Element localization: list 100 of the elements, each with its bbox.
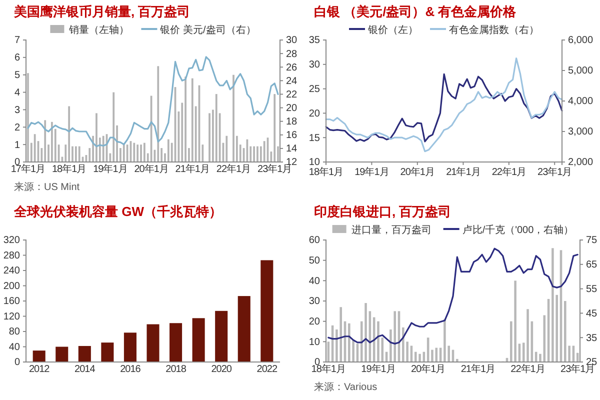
line-series <box>27 56 279 148</box>
y-tick-label: 1 <box>14 140 20 151</box>
bar <box>260 260 274 362</box>
y2-tick-label: 16 <box>286 130 298 142</box>
bar <box>435 348 438 362</box>
y2-tick-label: 2,000 <box>568 157 594 168</box>
x-tick-label: 2016 <box>120 364 142 376</box>
y2-tick-label: 3,000 <box>568 126 594 138</box>
y2-tick-label: 24 <box>286 76 298 87</box>
legend-label: 卢比/千克（'000，右轴） <box>462 224 574 236</box>
bar <box>238 296 250 362</box>
y-tick-label: 60 <box>308 235 320 246</box>
y2-tick-label: 22 <box>286 89 298 100</box>
bar <box>377 321 380 362</box>
y-tick-label: 160 <box>3 296 20 308</box>
chart-title: 美国鹰洋银币月销量, 百万盎司 <box>13 4 190 19</box>
x-tick-label: 2018 <box>166 364 187 376</box>
bar <box>564 301 566 362</box>
bar <box>170 323 182 362</box>
bar <box>78 346 91 362</box>
x-tick-label: 21年1月 <box>446 166 480 178</box>
x-tick-label: 2014 <box>74 364 96 376</box>
y2-tick-label: 6,000 <box>568 35 594 46</box>
y2-tick-label: 65 <box>586 260 598 271</box>
y2-tick-label: 28 <box>286 48 298 60</box>
x-tick-label: 20年1月 <box>134 163 168 176</box>
y-tick-label: 10 <box>308 336 320 348</box>
y-tick-label: 3 <box>14 104 20 116</box>
bar <box>394 311 396 362</box>
x-tick-label: 2020 <box>211 364 232 376</box>
bar <box>56 346 68 362</box>
x-tick-label: 21年1月 <box>460 363 496 376</box>
line-series <box>328 248 578 344</box>
bar <box>124 332 136 362</box>
x-tick-label: 18年1月 <box>308 166 344 178</box>
y-tick-label: 0 <box>14 357 20 368</box>
y2-tick-label: 5,000 <box>568 66 594 77</box>
bar <box>101 342 114 362</box>
legend-label: 销量（左轴） <box>68 24 130 36</box>
y-tick-label: 40 <box>8 342 20 353</box>
bar <box>402 327 404 362</box>
x-tick-label: 2012 <box>28 364 50 376</box>
bar <box>364 303 367 362</box>
y-tick-label: 200 <box>3 280 20 292</box>
y2-tick-label: 35 <box>586 332 598 344</box>
y-tick-label: 120 <box>3 311 20 322</box>
y-tick-label: 10 <box>308 157 320 168</box>
bar <box>146 324 160 362</box>
bar <box>192 318 205 362</box>
x-tick-label: 19年1月 <box>354 166 389 178</box>
y-tick-label: 25 <box>308 84 320 95</box>
y2-tick-label: 4,000 <box>568 96 594 108</box>
bar <box>327 342 330 362</box>
bar <box>348 323 350 362</box>
x-tick-label: 22年1月 <box>216 163 251 176</box>
y-tick-label: 15 <box>308 132 320 144</box>
y-tick-label: 2 <box>14 122 20 134</box>
y-tick-label: 6 <box>14 52 20 64</box>
y-tick-label: 7 <box>14 35 20 46</box>
y-tick-label: 80 <box>8 326 20 338</box>
x-tick-label: 2022 <box>256 364 278 376</box>
chart-title: 印度白银进口, 百万盎司 <box>314 204 452 219</box>
y2-tick-label: 75 <box>586 235 598 246</box>
y-tick-label: 240 <box>3 266 20 277</box>
y-tick-label: 320 <box>3 235 20 246</box>
x-tick-label: 19年1月 <box>93 163 128 176</box>
legend-label: 银价（左） <box>367 24 418 36</box>
y2-tick-label: 18 <box>286 116 298 128</box>
bar <box>543 315 546 362</box>
line-series <box>325 73 563 142</box>
bar <box>215 310 228 362</box>
legend-label: 银价 美元/盎司（右） <box>159 24 256 36</box>
y-tick-label: 280 <box>3 250 20 262</box>
y2-tick-label: 20 <box>286 102 298 114</box>
y-tick-label: 5 <box>14 70 20 82</box>
y2-tick-label: 26 <box>286 62 298 74</box>
bar <box>418 354 421 362</box>
legend-label: 有色金属指数（右） <box>449 24 539 36</box>
x-tick-label: 19年1月 <box>361 363 396 376</box>
legend-label: 进口量，百万盎司 <box>351 224 432 236</box>
y-tick-label: 20 <box>308 316 320 328</box>
y-tick-label: 35 <box>308 35 320 46</box>
x-tick-label: 22年1月 <box>492 166 526 178</box>
y-tick-label: 4 <box>14 87 20 98</box>
y2-tick-label: 30 <box>286 35 298 46</box>
x-tick-label: 21年1月 <box>175 163 210 176</box>
x-tick-label: 20年1月 <box>400 166 434 178</box>
y-tick-label: 30 <box>308 296 320 308</box>
bar <box>444 319 446 362</box>
bar <box>552 248 554 362</box>
y-tick-label: 20 <box>308 108 320 120</box>
y-tick-label: 50 <box>308 256 320 267</box>
x-tick-label: 20年1月 <box>410 363 446 376</box>
y2-tick-label: 55 <box>586 284 598 295</box>
x-tick-label: 22年1月 <box>510 363 545 376</box>
bar <box>526 309 529 362</box>
source-note: 来源：Various <box>314 381 378 393</box>
y2-tick-label: 14 <box>286 144 298 155</box>
x-tick-label: 23年1月 <box>538 166 572 178</box>
line-series <box>325 58 563 152</box>
